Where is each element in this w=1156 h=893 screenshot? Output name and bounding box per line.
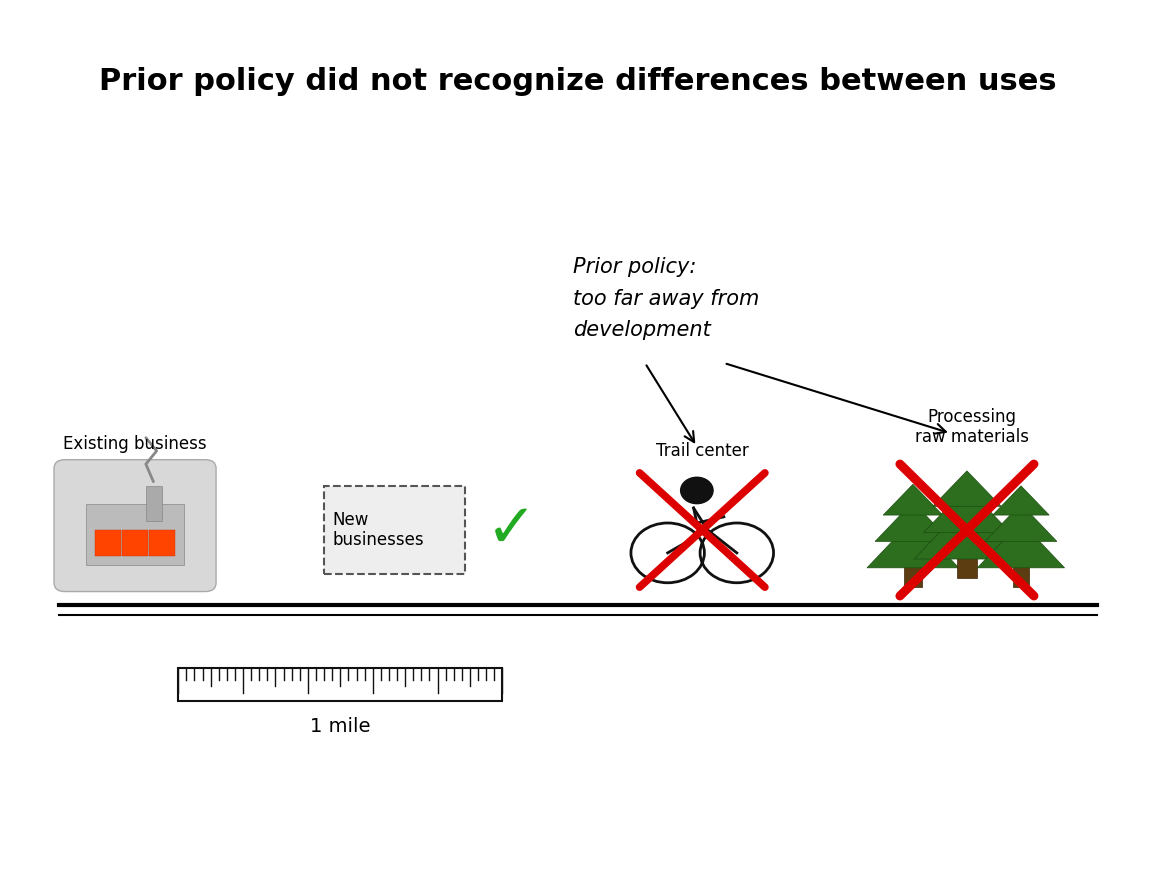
Text: Existing business: Existing business [64, 435, 207, 453]
Text: ✓: ✓ [487, 500, 538, 560]
Polygon shape [985, 504, 1057, 541]
Bar [1013, 563, 1029, 588]
Bar [178, 668, 503, 701]
Text: Trail center: Trail center [655, 442, 749, 460]
Bar [957, 550, 977, 579]
Polygon shape [914, 504, 1020, 559]
Text: Prior policy:
too far away from
development: Prior policy: too far away from developm… [572, 257, 759, 340]
Text: Processing
raw materials: Processing raw materials [916, 408, 1029, 446]
Bar [146, 486, 162, 522]
Bar [123, 530, 148, 556]
FancyBboxPatch shape [54, 460, 216, 591]
Text: New
businesses: New businesses [333, 511, 424, 549]
Polygon shape [883, 484, 942, 515]
Bar [87, 504, 184, 565]
Bar [95, 530, 121, 556]
Polygon shape [993, 486, 1050, 515]
Text: 1 mile: 1 mile [310, 717, 371, 736]
Polygon shape [867, 520, 958, 568]
Polygon shape [977, 522, 1065, 568]
Text: Prior policy did not recognize differences between uses: Prior policy did not recognize differenc… [99, 67, 1057, 96]
Bar [149, 530, 175, 556]
Circle shape [681, 477, 713, 504]
Polygon shape [924, 488, 1010, 532]
Polygon shape [933, 471, 1001, 506]
Polygon shape [875, 502, 950, 541]
Bar [324, 486, 465, 574]
Bar [904, 563, 921, 588]
